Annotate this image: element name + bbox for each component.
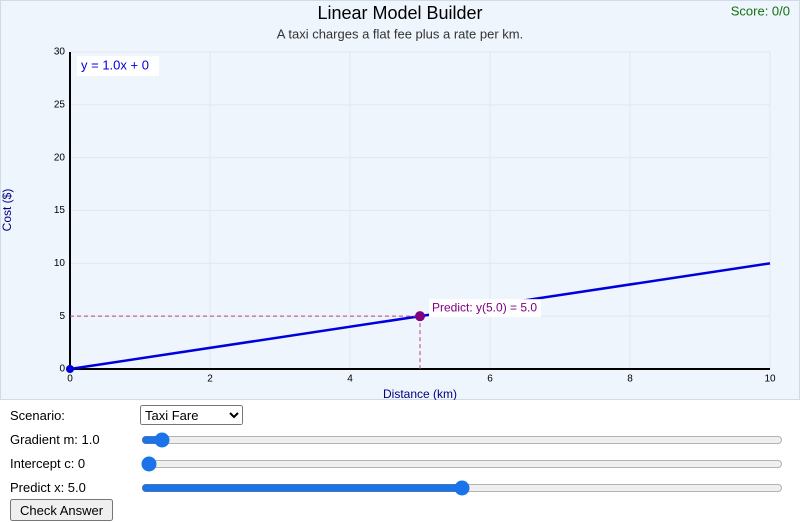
title: Linear Model Builder [317,3,482,23]
scenario-label: Scenario: [10,408,65,423]
predict-point [415,311,425,322]
equation: y = 1.0x + 0 [81,57,149,72]
x-tick-label: 0 [67,374,73,385]
slider[interactable] [141,480,783,496]
slider[interactable] [141,456,783,472]
predict-label-bg [429,299,541,318]
check-answer-button[interactable]: Check Answer [10,499,114,521]
y-tick-label: 30 [54,47,66,58]
y-tick-label: 5 [59,311,65,322]
chart: Linear Model Builder A taxi charges a fl… [0,3,790,400]
slider-label: Intercept c: 0 [10,456,86,471]
intercept-point [66,365,74,373]
scenario-select[interactable]: Taxi Fare [140,405,243,425]
x-tick-label: 2 [207,374,213,385]
predict-label: Predict: y(5.0) = 5.0 [432,300,537,314]
x-tick-label: 8 [627,374,633,385]
y-tick-label: 25 [54,99,66,110]
subtitle: A taxi charges a flat fee plus a rate pe… [277,26,523,41]
y-tick-label: 20 [54,152,66,163]
slider-label: Gradient m: 1.0 [10,432,100,447]
y-tick-label: 10 [54,258,66,269]
x-tick-label: 6 [487,374,493,385]
y-tick-label: 15 [54,205,66,216]
equation-bg [77,56,159,76]
score: Score: 0/0 [731,3,790,18]
x-tick-label: 4 [347,374,353,385]
x-tick-label: 10 [764,374,776,385]
slider-label: Predict x: 5.0 [10,480,86,495]
y-axis-title: Cost ($) [0,189,14,232]
x-axis-title: Distance (km) [383,387,457,400]
y-tick-label: 0 [59,364,65,375]
slider[interactable] [141,432,783,448]
